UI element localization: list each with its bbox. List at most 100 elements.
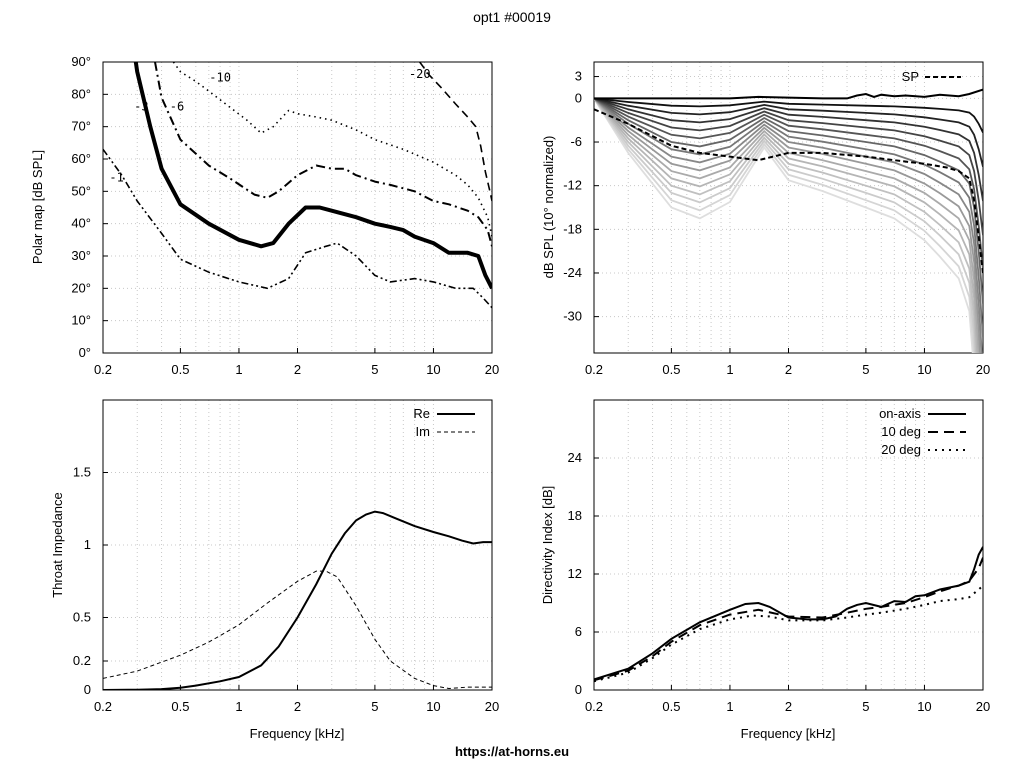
spl-angle-curve	[594, 97, 983, 168]
spl-angle-curve	[594, 97, 977, 353]
polar-xtick-label: 0.5	[171, 362, 189, 377]
spl-chart: dB SPL (10° normalized) 0.2 0.5 1 2 5 10 2030-…	[541, 61, 990, 377]
di-ytick-label: 24	[568, 450, 582, 465]
polar-ytick-label: 40°	[71, 216, 91, 231]
spl-grid	[593, 62, 984, 353]
throat-impedance-chart: Throat Impedance Frequency [kHz] 0.2 0.5 1…	[50, 399, 499, 741]
impedance-re-curve	[103, 510, 492, 690]
impedance-xtick-label: 0.2	[94, 699, 112, 714]
spl-angle-curve	[594, 97, 983, 202]
impedance-grid	[102, 400, 493, 691]
di-ytick-label: 12	[568, 566, 582, 581]
legend-label-im: Im	[416, 424, 430, 439]
spl-angle-curve	[594, 97, 983, 236]
polar-ytick-label: 20°	[71, 280, 91, 295]
polar-xtick-label: 2	[294, 362, 301, 377]
impedance-xtick-label: 5	[371, 699, 378, 714]
polar-map-y-axis-label: Polar map [dB SPL]	[30, 150, 45, 264]
impedance-xtick-label: 20	[485, 699, 499, 714]
polar-map-chart: Polar map [dB SPL] 0.2 0.5 1 2 5 10 20 0° 10° 20°…	[30, 54, 499, 377]
di-ytick-label: 0	[575, 682, 582, 697]
spl-xtick-label: 1	[726, 362, 733, 377]
contour-label: -10	[209, 70, 231, 84]
impedance-xtick-label: 10	[426, 699, 440, 714]
impedance-ytick-label: 1	[84, 537, 91, 552]
di-on-axis-curve	[594, 546, 983, 681]
di-xtick-label: 20	[976, 699, 990, 714]
spl-y-axis-label: dB SPL (10° normalized)	[541, 136, 556, 279]
polar-ytick-label: 80°	[71, 86, 91, 101]
spl-angle-curve	[594, 97, 983, 338]
impedance-im-curve	[103, 570, 492, 690]
contour-label: -1	[109, 171, 123, 185]
polar-ytick-label: 0°	[79, 345, 91, 360]
impedance-xtick-label: 1	[235, 699, 242, 714]
di-x-axis-label: Frequency [kHz]	[741, 726, 836, 741]
di-curves	[594, 546, 983, 683]
spl-xtick-label: 0.5	[662, 362, 680, 377]
spl-xtick-label: 0.2	[585, 362, 603, 377]
contour-line-minus-20	[419, 62, 492, 202]
spl-angle-curve	[594, 97, 979, 353]
impedance-ytick-label: 0	[84, 682, 91, 697]
contour-label: -6	[170, 100, 184, 114]
polar-ytick-label: 60°	[71, 151, 91, 166]
polar-ytick-label: 50°	[71, 183, 91, 198]
spl-angle-curve	[594, 97, 974, 353]
spl-ytick-label: -24	[563, 265, 582, 280]
contour-label: -20	[409, 67, 431, 81]
spl-xtick-label: 20	[976, 362, 990, 377]
contour-line-minus-10	[172, 62, 492, 237]
spl-angle-curve	[594, 97, 983, 304]
directivity-index-chart: Directivity Index [dB] Frequency [kHz] 0…	[540, 399, 990, 741]
impedance-xtick-label: 0.5	[171, 699, 189, 714]
di-xtick-label: 10	[917, 699, 931, 714]
impedance-xtick-label: 2	[294, 699, 301, 714]
contour-line-minus-6	[154, 62, 492, 247]
polar-ytick-label: 30°	[71, 248, 91, 263]
di-xtick-label: 2	[785, 699, 792, 714]
spl-ytick-label: 0	[575, 90, 582, 105]
spl-angle-curve	[594, 97, 976, 353]
spl-xtick-label: 10	[917, 362, 931, 377]
spl-frame	[593, 61, 984, 354]
legend-label-sp: SP	[902, 69, 919, 84]
page-title: opt1 #00019	[473, 9, 551, 25]
impedance-y-axis-label: Throat Impedance	[50, 492, 65, 598]
spl-angle-curve	[594, 97, 976, 353]
spl-angle-curve	[594, 97, 980, 353]
polar-xtick-label: 0.2	[94, 362, 112, 377]
legend-label-re: Re	[413, 406, 430, 421]
di-xtick-label: 0.2	[585, 699, 603, 714]
spl-ytick-label: -30	[563, 309, 582, 324]
polar-ytick-label: 10°	[71, 313, 91, 328]
spl-angle-curve	[594, 97, 983, 133]
spl-ytick-label: -18	[563, 221, 582, 236]
di-10-deg-curve	[594, 557, 983, 682]
contour-line-minus-3	[133, 62, 492, 290]
di-xtick-label: 1	[726, 699, 733, 714]
legend-label-on-axis: on-axis	[879, 406, 921, 421]
impedance-curves	[103, 510, 492, 690]
spl-angle-curve	[594, 97, 983, 270]
legend-label-20-deg: 20 deg	[881, 442, 921, 457]
spl-ytick-label: -12	[563, 178, 582, 193]
polar-xtick-label: 20	[485, 362, 499, 377]
spl-xtick-label: 2	[785, 362, 792, 377]
contour-label: -3	[134, 100, 148, 114]
spl-ytick-label: 3	[575, 69, 582, 84]
sp-curve	[594, 108, 983, 274]
polar-xtick-label: 10	[426, 362, 440, 377]
polar-ytick-label: 90°	[71, 54, 91, 69]
spl-ytick-label: -6	[570, 134, 582, 149]
legend-label-10-deg: 10 deg	[881, 424, 921, 439]
spl-angle-curve	[594, 97, 981, 353]
polar-ytick-label: 70°	[71, 119, 91, 134]
spl-xtick-label: 5	[862, 362, 869, 377]
polar-xtick-label: 1	[235, 362, 242, 377]
di-y-axis-label: Directivity Index [dB]	[540, 486, 555, 605]
impedance-ytick-label: 0.2	[73, 653, 91, 668]
impedance-ytick-label: 1.5	[73, 465, 91, 480]
di-ytick-label: 6	[575, 624, 582, 639]
